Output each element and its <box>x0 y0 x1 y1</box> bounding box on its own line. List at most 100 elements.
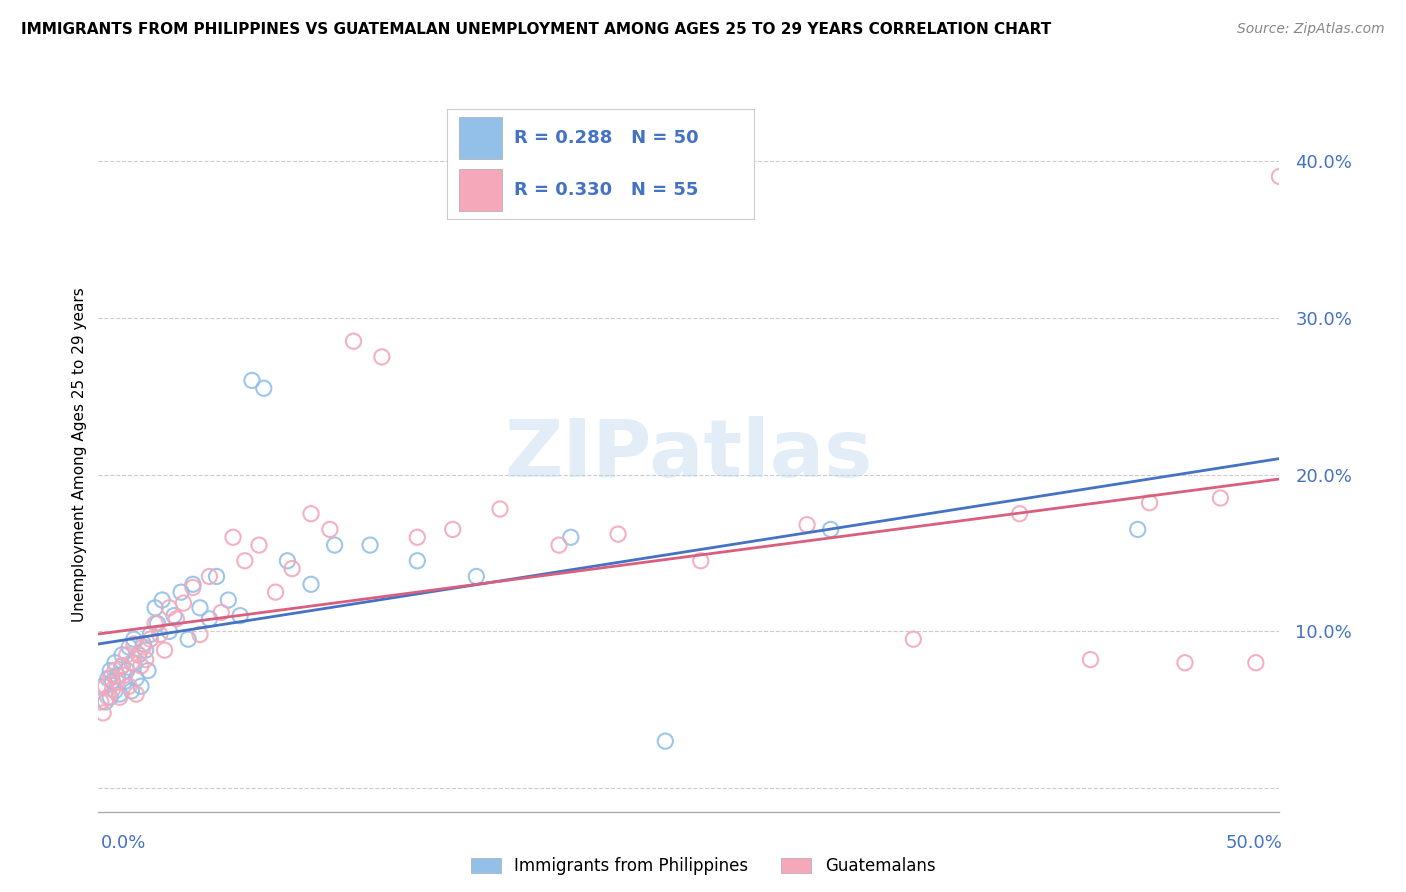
Point <box>135 652 157 666</box>
Point <box>121 684 143 698</box>
Point <box>143 616 166 631</box>
Point <box>122 656 145 670</box>
Point <box>143 600 166 615</box>
Point <box>1126 523 1149 537</box>
Point <box>654 734 676 748</box>
Point <box>98 672 121 686</box>
Point <box>264 585 287 599</box>
Point <box>94 695 117 709</box>
Point <box>91 679 114 693</box>
Point <box>118 679 141 693</box>
Text: Source: ZipAtlas.com: Source: ZipAtlas.com <box>1237 22 1385 37</box>
Point <box>1139 496 1161 510</box>
Point <box>125 672 148 686</box>
Point <box>188 627 211 641</box>
Point <box>122 637 145 651</box>
Point <box>359 538 381 552</box>
Point <box>548 538 571 552</box>
Point <box>105 674 128 689</box>
Point <box>406 530 429 544</box>
Point <box>240 373 263 387</box>
Point <box>157 624 180 639</box>
Point <box>689 554 711 568</box>
Point <box>1209 491 1232 505</box>
Point <box>1268 169 1291 184</box>
Point <box>181 577 204 591</box>
Text: IMMIGRANTS FROM PHILIPPINES VS GUATEMALAN UNEMPLOYMENT AMONG AGES 25 TO 29 YEARS: IMMIGRANTS FROM PHILIPPINES VS GUATEMALA… <box>21 22 1052 37</box>
Point <box>91 706 114 720</box>
Point <box>820 523 842 537</box>
Point <box>177 632 200 647</box>
Point <box>101 682 124 697</box>
Point <box>233 554 256 568</box>
Point <box>146 616 169 631</box>
Point <box>465 569 488 583</box>
Point <box>281 561 304 575</box>
Point <box>1080 652 1102 666</box>
Point <box>903 632 925 647</box>
Point <box>299 577 322 591</box>
Point <box>97 690 120 705</box>
Point <box>112 674 135 689</box>
Point <box>165 612 187 626</box>
Point <box>128 648 150 662</box>
Point <box>170 585 193 599</box>
Point <box>129 679 152 693</box>
Point <box>139 632 162 647</box>
Point <box>111 658 134 673</box>
Point <box>132 640 155 654</box>
Point <box>441 523 464 537</box>
Point <box>406 554 429 568</box>
Point <box>139 627 162 641</box>
Point <box>97 672 120 686</box>
Point <box>118 640 141 654</box>
Point <box>108 687 131 701</box>
Point <box>108 690 131 705</box>
Text: ZIPatlas: ZIPatlas <box>505 416 873 494</box>
Point <box>253 381 276 395</box>
Legend: Immigrants from Philippines, Guatemalans: Immigrants from Philippines, Guatemalans <box>463 849 943 884</box>
Point <box>115 664 138 678</box>
Point <box>229 608 252 623</box>
Point <box>1174 656 1197 670</box>
Point <box>98 690 121 705</box>
Y-axis label: Unemployment Among Ages 25 to 29 years: Unemployment Among Ages 25 to 29 years <box>72 287 87 623</box>
Point <box>222 530 245 544</box>
Point <box>153 643 176 657</box>
Point <box>796 517 818 532</box>
Point <box>104 656 127 670</box>
Point <box>342 334 364 349</box>
Point <box>104 664 127 678</box>
Point <box>371 350 394 364</box>
Point <box>172 596 194 610</box>
Point <box>188 600 211 615</box>
Point <box>149 627 172 641</box>
Point <box>560 530 582 544</box>
Point <box>163 608 186 623</box>
Point <box>129 658 152 673</box>
Point <box>217 593 239 607</box>
Point <box>198 612 221 626</box>
Point <box>323 538 346 552</box>
Point <box>111 648 134 662</box>
Point <box>115 648 138 662</box>
Point <box>101 674 124 689</box>
Point <box>157 600 180 615</box>
Point <box>205 569 228 583</box>
Point <box>150 593 173 607</box>
Point <box>125 687 148 701</box>
Point <box>607 527 630 541</box>
Point <box>104 684 127 698</box>
Point <box>489 502 512 516</box>
Point <box>111 658 134 673</box>
Point <box>299 507 322 521</box>
Point <box>94 679 117 693</box>
Point <box>132 637 155 651</box>
Point <box>198 569 221 583</box>
Point <box>98 664 121 678</box>
Point <box>112 668 135 682</box>
Point <box>209 606 232 620</box>
Text: 0.0%: 0.0% <box>101 834 146 852</box>
Point <box>128 648 150 662</box>
Point <box>90 695 112 709</box>
